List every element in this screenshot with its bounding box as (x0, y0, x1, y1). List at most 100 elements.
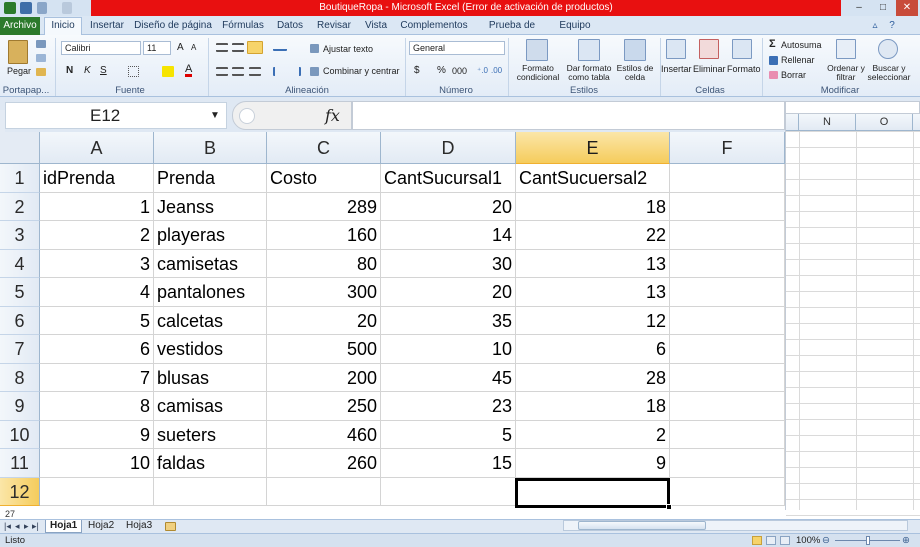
new-sheet-icon[interactable] (165, 522, 176, 531)
cell-f10[interactable] (670, 420, 785, 449)
insert-function-icon[interactable]: fx (325, 106, 340, 125)
save-icon[interactable] (20, 2, 32, 14)
page-layout-view-icon[interactable] (766, 536, 776, 545)
cell-c7[interactable]: 500 (267, 335, 381, 364)
cell-c8[interactable]: 200 (267, 363, 381, 392)
tab-datos[interactable]: Datos (276, 20, 304, 31)
cell-f9[interactable] (670, 392, 785, 421)
horizontal-scrollbar[interactable] (563, 520, 908, 531)
row-header-7[interactable]: 7 (0, 335, 40, 364)
cell-f11[interactable] (670, 449, 785, 478)
undo-icon[interactable] (37, 2, 47, 14)
tab-prueba-carga[interactable]: Prueba de carga (488, 20, 536, 47)
column-header-c[interactable]: C (267, 132, 381, 164)
cell-e7[interactable]: 6 (516, 335, 670, 364)
cell-e1[interactable]: CantSucuersal2 (516, 164, 670, 193)
font-size-select[interactable]: 11 (143, 41, 171, 55)
increase-indent-icon[interactable] (289, 67, 301, 76)
cell-a6[interactable]: 5 (40, 306, 154, 335)
format-as-table-icon[interactable] (578, 39, 600, 61)
cell-e9[interactable]: 18 (516, 392, 670, 421)
row-header-8[interactable]: 8 (0, 363, 40, 392)
wrap-text-button[interactable]: Ajustar texto (323, 44, 374, 54)
delete-cells-button[interactable]: Eliminar (693, 64, 726, 74)
cell-f12[interactable] (670, 477, 785, 506)
tab-diseno-pagina[interactable]: Diseño de página (134, 20, 212, 31)
next-sheet-icon[interactable]: ▸ (24, 521, 29, 531)
row-header-4[interactable]: 4 (0, 249, 40, 278)
cell-b3[interactable]: playeras (154, 221, 267, 250)
sheet-tab-hoja1[interactable]: Hoja1 (45, 520, 83, 533)
zoom-slider-thumb[interactable] (866, 536, 870, 545)
cell-f4[interactable] (670, 249, 785, 278)
align-top-icon[interactable] (216, 43, 228, 52)
cell-d11[interactable]: 15 (381, 449, 516, 478)
paste-button[interactable]: Pegar (7, 66, 32, 76)
column-header-b[interactable]: B (154, 132, 267, 164)
copy-icon[interactable] (36, 54, 46, 62)
cell-d4[interactable]: 30 (381, 249, 516, 278)
cell-a12[interactable] (40, 477, 154, 506)
row-header-12[interactable]: 12 (0, 477, 40, 506)
cell-a7[interactable]: 6 (40, 335, 154, 364)
cell-a1[interactable]: idPrenda (40, 164, 154, 193)
find-select-button[interactable]: Buscar y seleccionar (867, 63, 911, 82)
underline-button[interactable]: S (100, 65, 107, 76)
zoom-in-icon[interactable]: ⊕ (902, 535, 910, 546)
cell-b12[interactable] (154, 477, 267, 506)
tab-equipo[interactable]: Equipo (559, 20, 591, 31)
currency-button[interactable]: $ (414, 65, 420, 76)
redo-icon[interactable] (62, 2, 72, 14)
align-center-icon[interactable] (232, 67, 244, 76)
column-header-m[interactable] (786, 114, 799, 131)
row-header-1[interactable]: 1 (0, 164, 40, 193)
cell-d2[interactable]: 20 (381, 192, 516, 221)
font-color-icon[interactable]: A (185, 63, 193, 77)
spreadsheet-grid[interactable]: A B C D E F 1 2 3 4 5 6 7 8 9 10 11 12 i… (0, 132, 785, 510)
cell-e2[interactable]: 18 (516, 192, 670, 221)
cell-a9[interactable]: 8 (40, 392, 154, 421)
format-cells-button[interactable]: Formato (727, 64, 761, 74)
increase-decimal-icon[interactable]: ⁺.0 (477, 66, 488, 75)
cell-b8[interactable]: blusas (154, 363, 267, 392)
italic-button[interactable]: K (84, 65, 91, 76)
tab-archivo[interactable]: Archivo (0, 17, 40, 35)
horizontal-scroll-thumb[interactable] (578, 521, 706, 530)
formula-expand-icon[interactable] (239, 108, 255, 124)
cell-c3[interactable]: 160 (267, 221, 381, 250)
page-break-view-icon[interactable] (780, 536, 790, 545)
cell-e11[interactable]: 9 (516, 449, 670, 478)
row-header-27[interactable]: 27 (5, 509, 16, 519)
grow-font-icon[interactable]: A (177, 42, 184, 53)
cell-d7[interactable]: 10 (381, 335, 516, 364)
cell-c12[interactable] (267, 477, 381, 506)
sheet-tab-hoja3[interactable]: Hoja3 (126, 520, 153, 531)
cut-icon[interactable] (36, 40, 46, 48)
cell-d1[interactable]: CantSucursal1 (381, 164, 516, 193)
insert-cells-icon[interactable] (666, 39, 686, 59)
align-bottom-icon[interactable] (247, 41, 263, 54)
cell-b5[interactable]: pantalones (154, 278, 267, 307)
cell-e6[interactable]: 12 (516, 306, 670, 335)
cell-c1[interactable]: Costo (267, 164, 381, 193)
autosum-button[interactable]: Autosuma (781, 40, 822, 50)
autosum-icon[interactable]: Σ (769, 38, 776, 50)
row-header-3[interactable]: 3 (0, 221, 40, 250)
find-select-icon[interactable] (878, 39, 898, 59)
column-header-f[interactable]: F (670, 132, 785, 164)
prev-sheet-icon[interactable]: ◂ (15, 521, 20, 531)
cell-a5[interactable]: 4 (40, 278, 154, 307)
cell-d3[interactable]: 14 (381, 221, 516, 250)
cell-b9[interactable]: camisas (154, 392, 267, 421)
cell-d10[interactable]: 5 (381, 420, 516, 449)
format-as-table-button[interactable]: Dar formato como tabla (566, 63, 612, 82)
cell-d8[interactable]: 45 (381, 363, 516, 392)
conditional-format-button[interactable]: Formato condicional (516, 63, 560, 82)
cell-f3[interactable] (670, 221, 785, 250)
name-box[interactable]: E12 (5, 102, 227, 129)
font-family-select[interactable]: Calibri (61, 41, 141, 55)
number-format-select[interactable]: General (409, 41, 505, 55)
tab-vista[interactable]: Vista (364, 20, 388, 31)
cell-styles-button[interactable]: Estilos de celda (616, 63, 654, 82)
align-middle-icon[interactable] (232, 43, 244, 52)
